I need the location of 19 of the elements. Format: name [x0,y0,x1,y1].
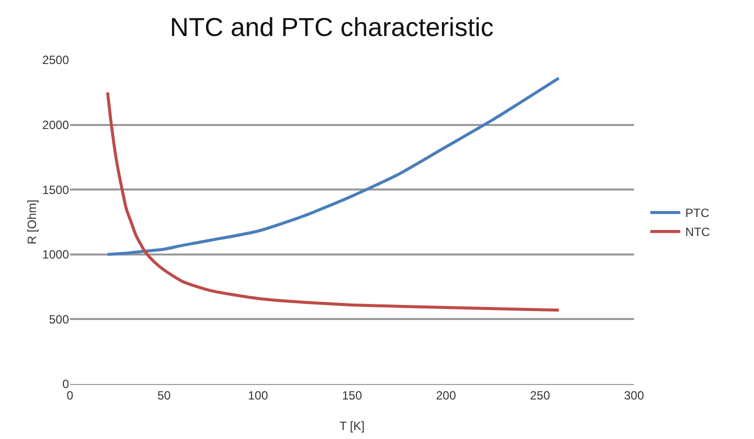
y-tick-label: 2500 [42,53,70,68]
y-tick-label: 1500 [42,182,70,197]
y-tick-label: 0 [62,377,70,392]
chart-title: NTC and PTC characteristic [170,12,494,42]
x-axis-title: T [K] [339,419,365,433]
x-tick-label: 50 [157,388,171,402]
y-tick-label: 500 [48,312,70,326]
legend-label: NTC [685,225,710,240]
legend-label: PTC [685,206,710,220]
y-tick-label: 2000 [42,118,70,132]
x-tick-label: 150 [342,388,362,402]
x-tick-label: 300 [624,388,644,402]
y-tick-label: 1000 [42,248,70,262]
line-series [106,90,560,312]
y-axis-title: R [Ohm] [25,200,39,244]
x-tick-label: 250 [530,388,550,402]
x-tick-label: 200 [436,388,456,402]
x-tick-label: 100 [248,388,268,402]
line-series [106,76,560,256]
